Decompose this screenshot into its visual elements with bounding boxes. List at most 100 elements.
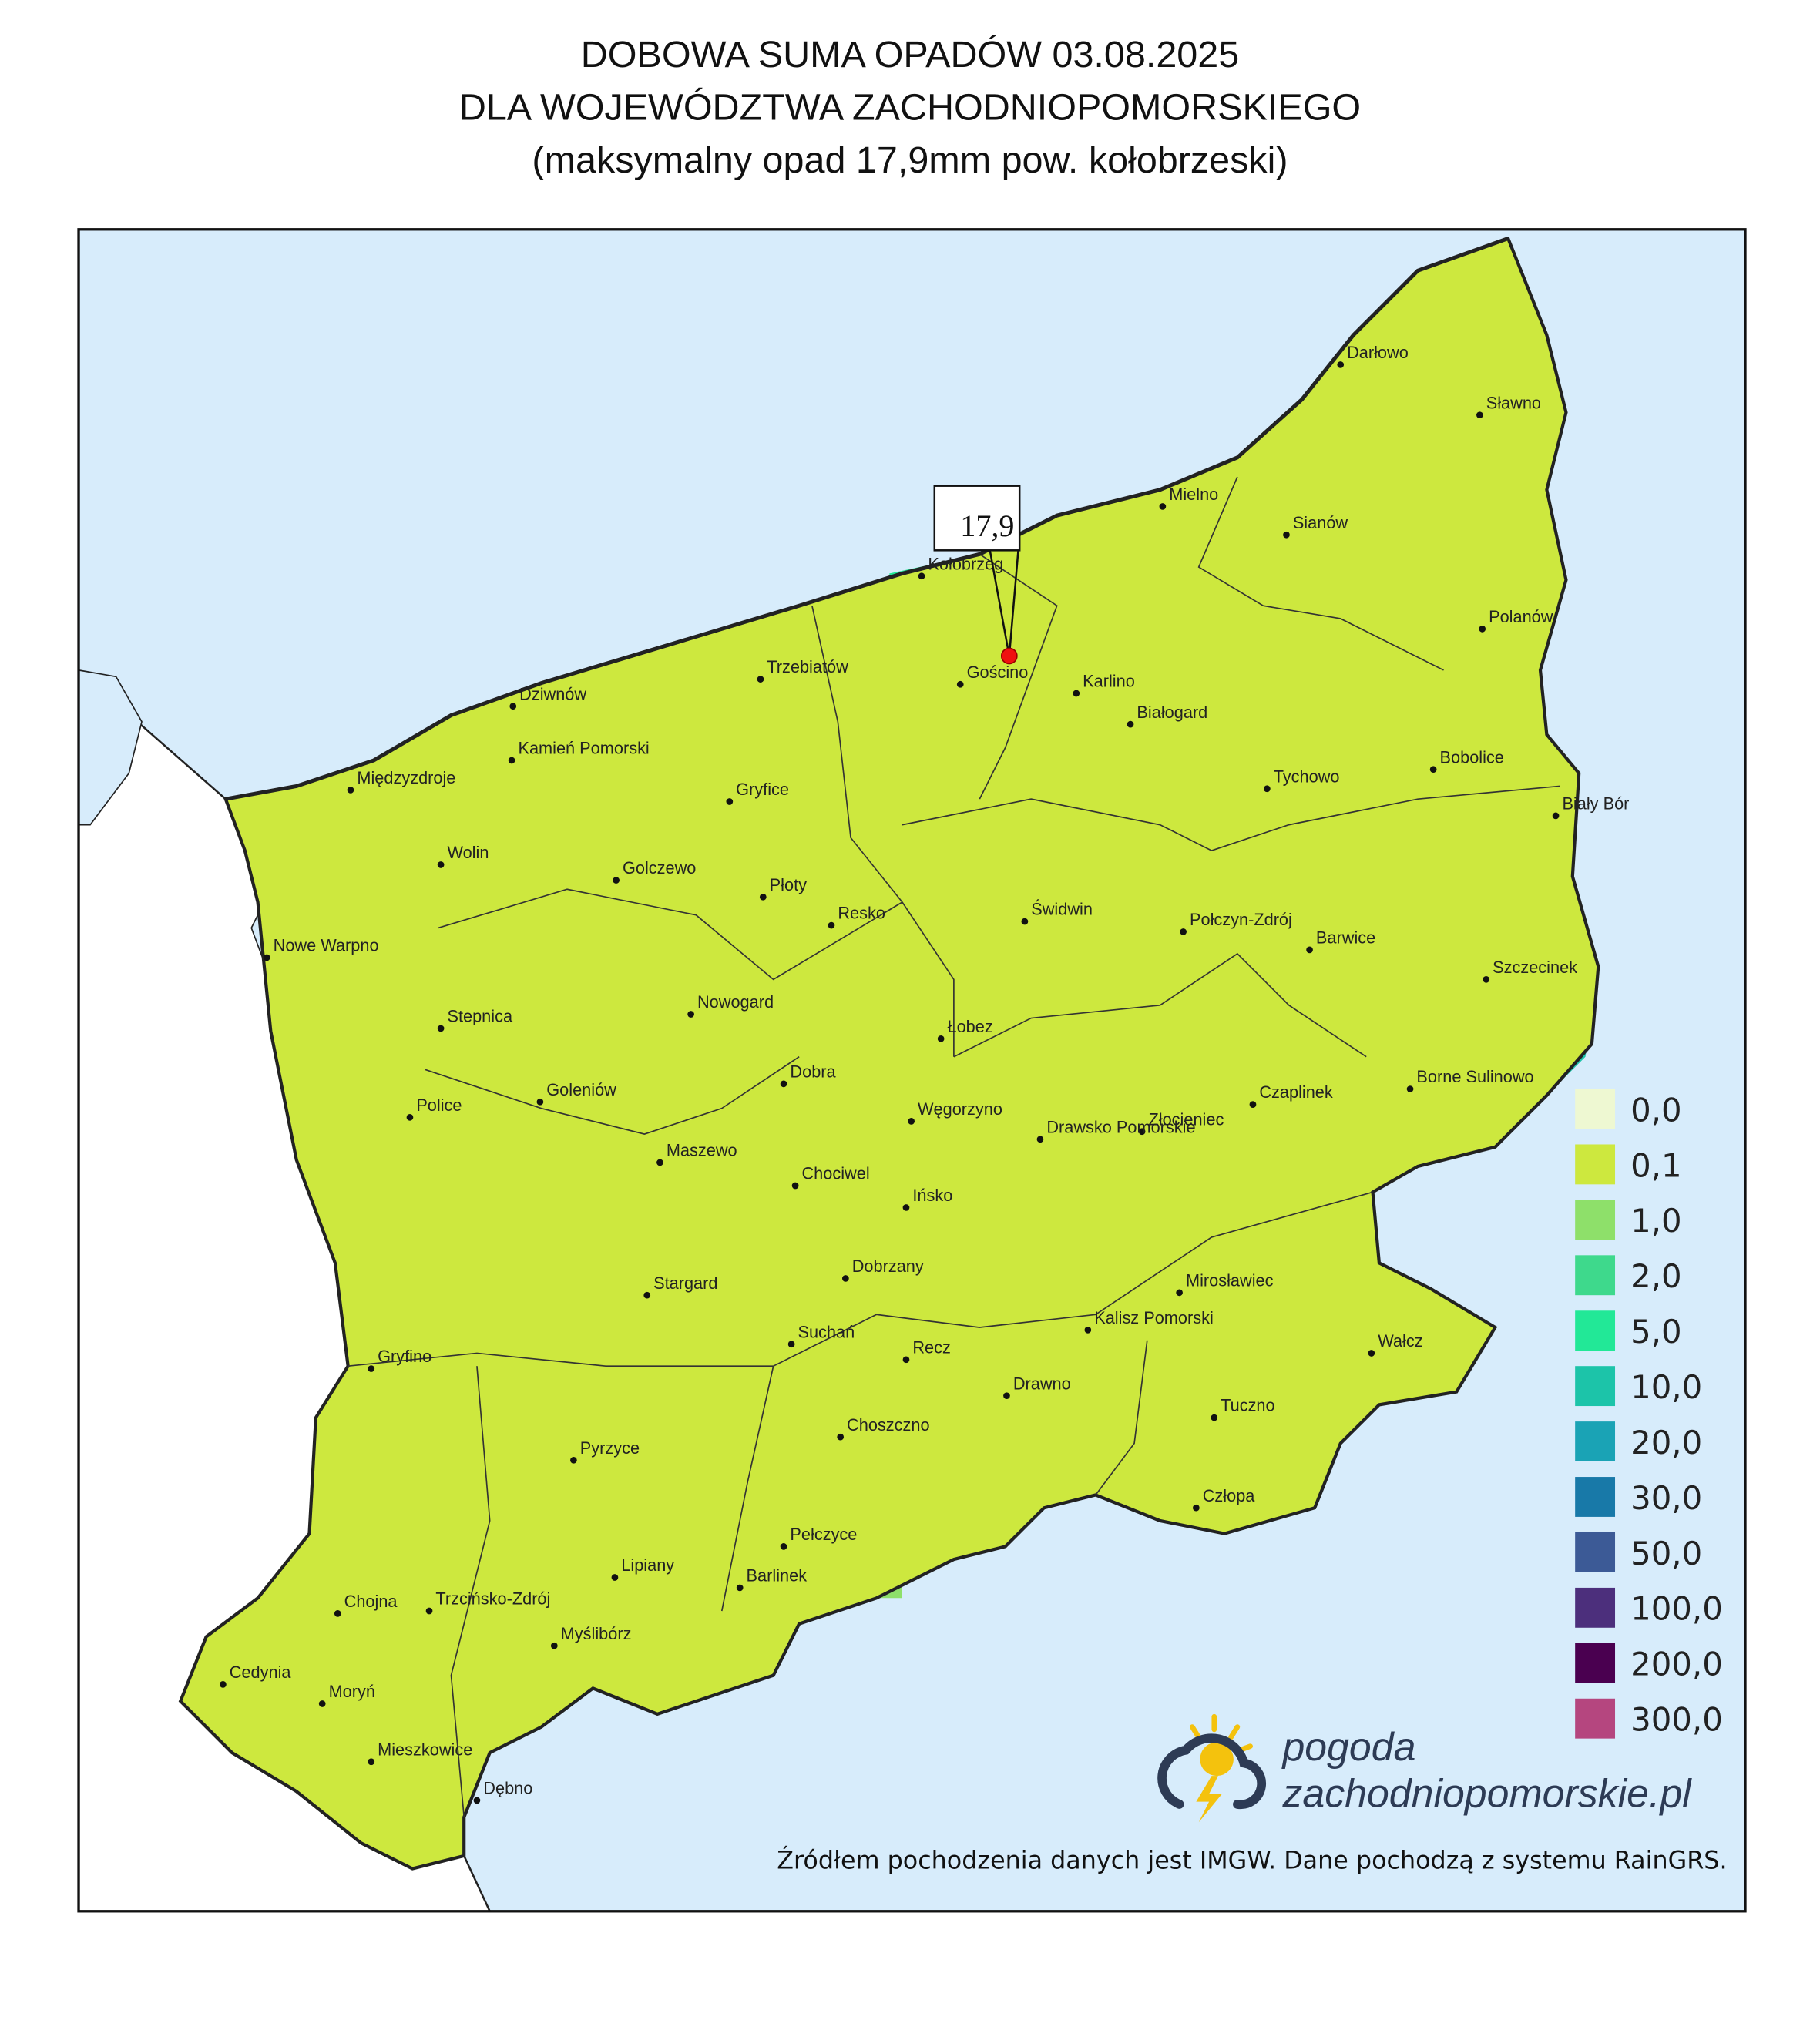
town-dot <box>613 877 620 884</box>
legend-swatch <box>1575 1200 1616 1240</box>
town-dot <box>908 1118 915 1125</box>
town-dot <box>570 1456 577 1464</box>
town-dot <box>902 1204 910 1211</box>
map-area <box>77 229 1745 1913</box>
town-label: Złocieniec <box>1148 1109 1224 1129</box>
legend-label: 50,0 <box>1630 1535 1702 1572</box>
town-label: Wolin <box>447 843 489 862</box>
town-label: Cedynia <box>230 1663 292 1682</box>
town-dot <box>263 954 270 961</box>
town-dot <box>1211 1414 1218 1421</box>
legend-label: 10,0 <box>1630 1368 1702 1406</box>
town-label: Karlino <box>1083 672 1135 691</box>
town-label: Nowogard <box>697 992 774 1012</box>
logo-text: zachodniopomorskie.pl <box>1281 1770 1692 1815</box>
town-dot <box>1036 1136 1044 1143</box>
logo-cloud <box>1157 1733 1267 1810</box>
town-dot <box>918 572 925 580</box>
town-label: Chociwel <box>801 1164 869 1183</box>
title-line: DLA WOJEWÓDZTWA ZACHODNIOPOMORSKIEGO <box>459 87 1361 129</box>
town-dot <box>791 1182 799 1190</box>
logo-text: pogoda <box>1281 1724 1415 1769</box>
town-label: Świdwin <box>1031 900 1093 919</box>
town-dot <box>1483 976 1490 983</box>
town-dot <box>1021 918 1029 925</box>
town-label: Gryfice <box>736 780 789 799</box>
legend: 0,0 0,1 1,0 2,0 5,0 10,0 20,0 30,0 50,0 100,0 200,… <box>1575 1089 1723 1739</box>
town-label: Dębno <box>483 1779 532 1798</box>
town-dot <box>611 1574 619 1581</box>
town-dot <box>842 1275 849 1282</box>
town-dot <box>1476 411 1483 419</box>
town-label: Drawno <box>1013 1374 1071 1393</box>
town-label: Szczecinek <box>1493 958 1577 977</box>
town-dot <box>437 1025 445 1032</box>
town-dot <box>1368 1350 1375 1357</box>
town-label: Trzebiatów <box>767 657 848 676</box>
town-dot <box>406 1113 414 1121</box>
boundary <box>1197 476 1444 671</box>
legend-label: 20,0 <box>1630 1424 1702 1461</box>
boundary <box>425 1056 800 1135</box>
legend-label: 30,0 <box>1630 1479 1702 1517</box>
town-label: Połczyn-Zdrój <box>1190 910 1292 929</box>
town-label: Polanów <box>1489 607 1553 626</box>
town-dot <box>347 787 354 794</box>
town-label: Darłowo <box>1347 343 1409 362</box>
boundary <box>811 606 955 1057</box>
legend-swatch <box>1575 1255 1616 1296</box>
town-label: Wałcz <box>1378 1331 1422 1351</box>
town-dot <box>334 1610 341 1617</box>
town-dot <box>656 1159 663 1166</box>
county-boundaries <box>348 476 1560 1817</box>
town-label: Mirosławiec <box>1186 1270 1274 1290</box>
town-label: Mielno <box>1169 485 1218 504</box>
legend-swatch <box>1575 1477 1616 1517</box>
boundary <box>438 888 903 981</box>
town-label: Golczewo <box>623 858 696 877</box>
legend-swatch <box>1575 1366 1616 1407</box>
town-dot <box>1138 1128 1146 1136</box>
town-dot <box>1176 1289 1183 1297</box>
town-dot <box>759 893 767 901</box>
town-label: Recz <box>912 1337 951 1357</box>
town-dot <box>937 1035 945 1042</box>
town-dot <box>780 1543 787 1550</box>
town-dot <box>473 1797 481 1804</box>
town-dot <box>1552 812 1560 820</box>
town-label: Goleniów <box>546 1080 616 1099</box>
town-dot <box>509 703 517 710</box>
town-label: Chojna <box>344 1592 398 1611</box>
town-label: Maszewo <box>667 1141 737 1160</box>
town-label: Trzcińsko-Zdrój <box>435 1589 550 1609</box>
town-label: Ińsko <box>912 1186 952 1205</box>
legend-label: 200,0 <box>1630 1646 1723 1683</box>
town-label: Człopa <box>1203 1486 1256 1505</box>
town-label: Tuczno <box>1221 1396 1274 1415</box>
town-label: Dobra <box>790 1062 836 1081</box>
town-dot <box>1084 1327 1092 1334</box>
town-label: Resko <box>838 904 885 923</box>
town-dot <box>1479 626 1486 633</box>
town-label: Łobez <box>948 1017 993 1036</box>
boundary <box>979 553 1058 800</box>
legend-swatch <box>1575 1089 1616 1129</box>
town-dot <box>828 921 835 929</box>
town-dot <box>1193 1504 1200 1512</box>
town-label: Sianów <box>1293 513 1348 532</box>
legend-label: 0,1 <box>1630 1146 1682 1184</box>
town-label: Węgorzyno <box>918 1099 1002 1119</box>
town-dot <box>1264 785 1271 793</box>
boundary <box>348 1191 1373 1367</box>
town-dot <box>1306 946 1313 954</box>
town-label: Stepnica <box>447 1007 512 1026</box>
boundary <box>902 785 1560 851</box>
legend-swatch <box>1575 1144 1616 1185</box>
max-marker: 17,9 <box>933 485 1021 665</box>
town-label: Stargard <box>653 1273 717 1293</box>
town-dot <box>1127 720 1134 728</box>
max-pointer <box>989 550 1011 656</box>
town-label: Dziwnów <box>519 684 586 703</box>
